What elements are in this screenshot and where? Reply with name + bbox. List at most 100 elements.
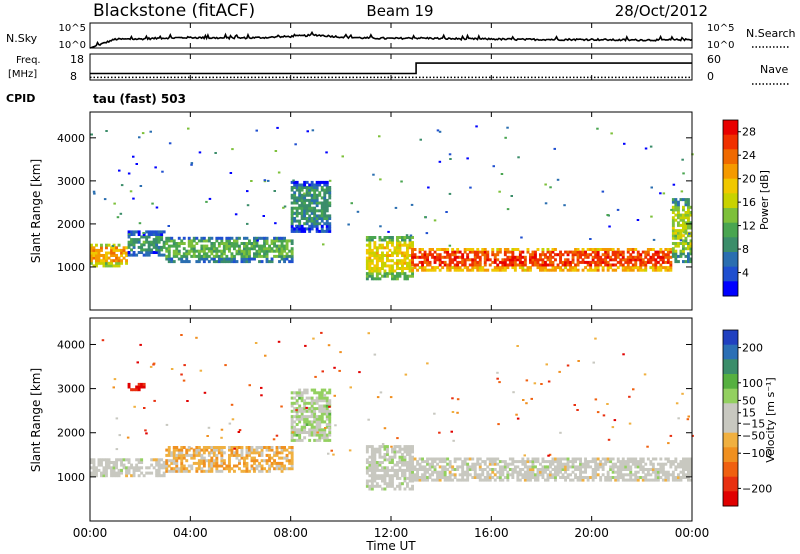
echo-cell [674,242,678,245]
echo-cell [531,263,535,267]
echo-cell [230,467,234,471]
echo-cell [496,268,500,272]
echo-cell [182,379,186,382]
echo-cell [383,468,387,472]
echo-cell [207,451,211,455]
echo-cell [423,255,427,259]
echo-cell [396,243,399,247]
echo-cell [291,431,295,434]
echo-cell [423,266,427,270]
echo-cell [656,253,660,257]
echo-cell [682,234,685,238]
echo-cell [594,465,598,469]
echo-cell [248,451,251,455]
echo-cell [175,459,179,463]
echo-cell [438,253,442,257]
echo-cell [280,448,284,452]
echo-cell [621,476,625,479]
echo-cell [325,188,329,192]
echo-cell [165,464,169,468]
echo-cell [255,451,259,455]
echo-cell [571,268,575,272]
echo-cell [534,460,537,464]
echo-cell [408,455,412,459]
echo-cell [379,391,383,394]
echo-cell [448,476,452,479]
echo-cell [165,461,169,465]
colorbar-segment [723,447,738,463]
echo-cell [556,468,560,471]
echo-cell [113,202,116,205]
echo-cell [170,451,174,455]
echo-cell [554,478,557,482]
echo-cell [584,457,587,461]
echo-cell [162,245,166,249]
echo-cell [629,253,633,257]
echo-cell [689,468,693,471]
echo-cell [290,417,294,421]
echo-cell [639,268,643,272]
echo-cell [551,473,555,477]
echo-cell [300,229,304,233]
echo-cell [604,478,608,482]
echo-cell [564,263,567,267]
echo-cell [426,260,429,264]
echo-cell [370,471,374,475]
echo-cell [408,468,412,472]
range-tick-label: 1000 [57,261,85,274]
echo-cell [258,451,261,455]
echo-cell [308,209,312,213]
echo-cell [579,255,582,259]
echo-cell [606,268,610,272]
echo-cell [308,217,312,220]
echo-cell [511,258,515,262]
echo-cell [654,258,658,262]
echo-cell [167,244,171,248]
echo-cell [534,253,537,257]
echo-cell [318,217,322,220]
colorbar-segment [723,476,738,492]
echo-cell [341,155,344,158]
echo-cell [466,258,470,262]
echo-cell [446,268,450,272]
echo-cell [207,247,211,251]
echo-cell [443,473,447,477]
echo-cell [325,183,329,187]
echo-cell [230,244,234,248]
echo-cell [508,260,512,264]
echo-cell [388,259,392,263]
echo-cell [258,249,261,253]
echo-cell [280,242,284,245]
echo-cell [303,193,307,197]
echo-cell [110,246,113,250]
echo-cell [682,216,685,220]
echo-cell [225,244,229,248]
echo-cell [300,396,304,400]
echo-cell [308,186,312,189]
echo-cell [677,254,680,258]
echo-cell [182,252,186,256]
echo-cell [127,385,131,389]
echo-cell [639,476,643,479]
echo-cell [544,460,547,464]
echo-cell [381,261,384,265]
echo-cell [644,468,648,471]
echo-cell [636,219,640,221]
echo-cell [626,460,630,464]
echo-cell [579,253,582,257]
echo-cell [328,229,332,233]
echo-cell [687,470,690,474]
echo-cell [115,461,118,464]
echo-cell [666,478,670,482]
echo-cell [531,258,535,262]
echo-cell [622,353,625,356]
echo-cell [187,242,191,245]
echo-cell [609,266,613,270]
echo-cell [421,248,424,251]
echo-cell [328,401,332,405]
echo-cell [167,236,171,240]
echo-cell [248,239,251,243]
echo-cell [293,415,297,419]
echo-cell [656,250,660,254]
echo-cell [290,227,294,231]
